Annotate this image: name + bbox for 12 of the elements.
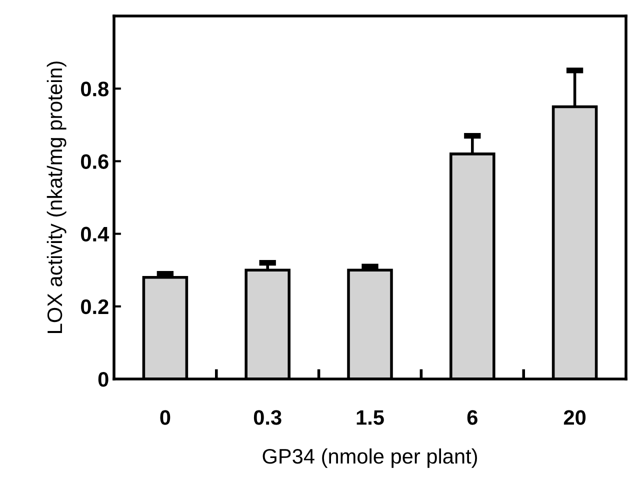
y-tick-label: 0.8 — [81, 82, 108, 96]
y-axis-title: LOX activity (nkat/mg protein) — [46, 62, 66, 333]
x-tick-label: 20 — [564, 410, 586, 425]
x-tick-label: 0 — [160, 410, 170, 425]
x-tick-label: 1.5 — [356, 410, 384, 425]
x-tick-label: 0.3 — [254, 410, 282, 425]
y-tick-label: 0.6 — [81, 154, 108, 169]
x-tick-label: 6 — [467, 410, 478, 425]
y-tick-label: 0 — [98, 372, 108, 387]
y-tick-label: 0.4 — [81, 226, 110, 242]
y-tick-label: 0.2 — [81, 299, 108, 314]
x-axis-title: GP34 (nmole per plant) — [262, 448, 477, 468]
